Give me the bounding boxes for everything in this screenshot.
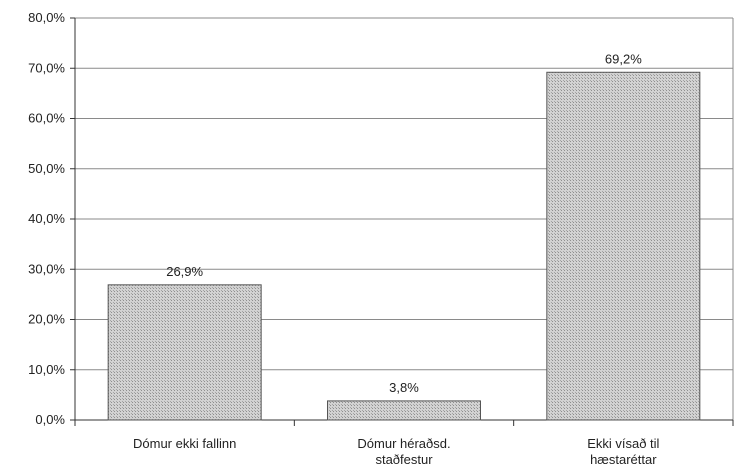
x-category-label-line: Dómur héraðsd. (357, 436, 450, 451)
y-tick-label: 10,0% (28, 362, 65, 377)
x-category-label: Dómur héraðsd. staðfestur (357, 436, 450, 467)
y-tick-label: 80,0% (28, 10, 65, 25)
x-category-label-line: Ekki vísað til (587, 436, 659, 451)
y-tick-label: 30,0% (28, 261, 65, 276)
data-label: 26,9% (166, 264, 203, 279)
y-tick-label: 0,0% (35, 412, 65, 427)
y-tick-label: 20,0% (28, 312, 65, 327)
y-tick-label: 50,0% (28, 161, 65, 176)
x-category-label: Dómur ekki fallinn (133, 436, 236, 451)
x-category-label-line: staðfestur (375, 452, 433, 467)
x-category-label-line: Dómur ekki fallinn (133, 436, 236, 451)
data-label: 69,2% (605, 51, 642, 66)
bar (546, 71, 701, 421)
plot-area: 0,0% 10,0% 20,0% 30,0% 40,0% 50,0% 60,0% 70,0% 8… (28, 10, 734, 467)
x-category-label-line: hæstaréttar (590, 452, 657, 467)
bar (107, 284, 262, 421)
y-tick-label: 70,0% (28, 60, 65, 75)
y-tick-label: 40,0% (28, 211, 65, 226)
y-tick-label: 60,0% (28, 111, 65, 126)
bar (327, 400, 481, 421)
x-category-label: Ekki vísað til hæstaréttar (587, 436, 659, 467)
data-label: 3,8% (389, 380, 419, 395)
